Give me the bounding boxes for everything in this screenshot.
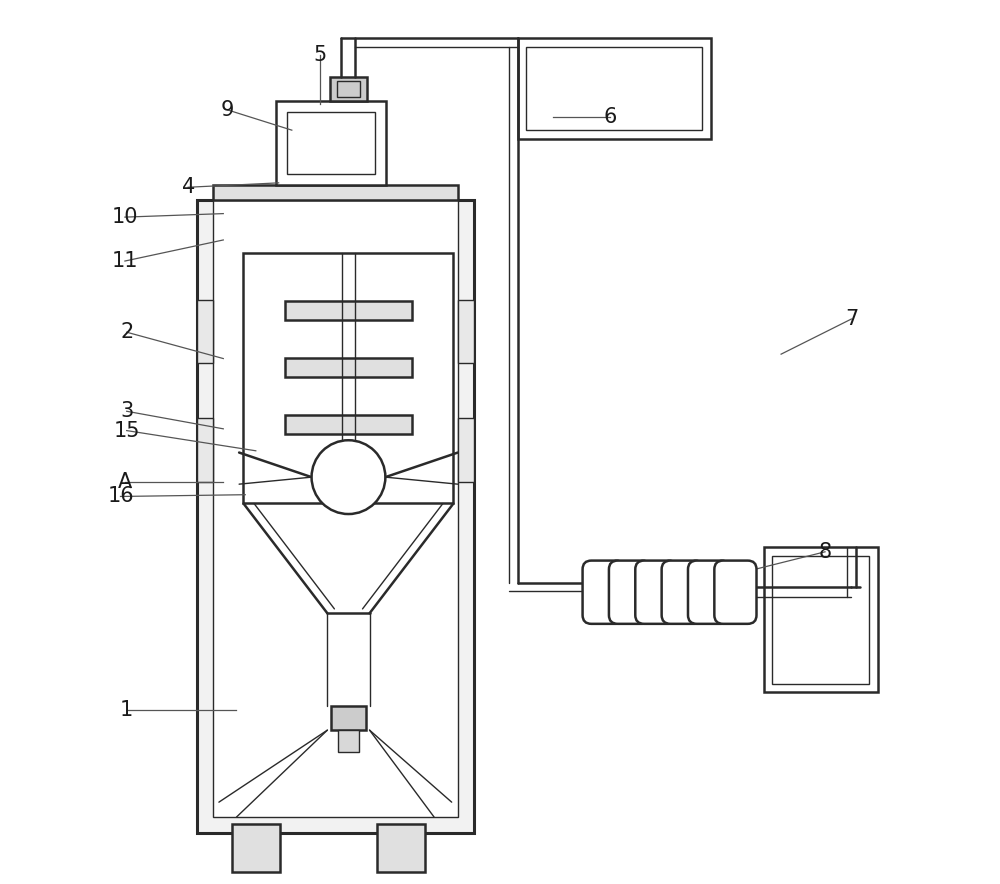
Text: 11: 11	[112, 251, 138, 271]
Text: 3: 3	[120, 401, 133, 422]
Bar	[285, 358, 412, 377]
Bar	[330, 77, 367, 101]
Bar	[232, 824, 280, 873]
FancyBboxPatch shape	[635, 560, 677, 624]
FancyBboxPatch shape	[688, 560, 730, 624]
FancyBboxPatch shape	[714, 560, 757, 624]
Text: 1: 1	[120, 700, 133, 720]
Bar	[331, 705, 366, 730]
Text: 15: 15	[113, 421, 140, 440]
FancyBboxPatch shape	[662, 560, 704, 624]
Text: 9: 9	[221, 100, 234, 120]
Bar	[197, 300, 213, 363]
Bar	[197, 418, 213, 482]
Bar	[772, 556, 869, 683]
Text: 2: 2	[120, 322, 133, 342]
Bar	[285, 415, 412, 434]
FancyBboxPatch shape	[609, 560, 651, 624]
Text: 4: 4	[182, 178, 195, 197]
Bar	[764, 547, 878, 692]
Text: 8: 8	[818, 542, 832, 562]
Bar	[287, 111, 375, 174]
Circle shape	[312, 440, 385, 514]
Text: 16: 16	[107, 486, 134, 507]
Bar	[338, 730, 359, 752]
Bar	[377, 824, 425, 873]
Bar	[213, 201, 458, 817]
Text: 6: 6	[603, 107, 616, 127]
Bar	[458, 418, 474, 482]
Text: A: A	[118, 471, 132, 492]
Bar	[337, 81, 360, 96]
Bar	[526, 47, 702, 130]
Bar	[518, 38, 711, 139]
Text: 5: 5	[313, 45, 327, 65]
Bar	[285, 301, 412, 320]
Text: 10: 10	[112, 207, 138, 227]
Bar	[213, 185, 458, 201]
Bar	[337, 466, 360, 489]
Bar	[243, 253, 453, 504]
Text: 7: 7	[845, 309, 858, 329]
FancyBboxPatch shape	[583, 560, 625, 624]
Bar	[276, 101, 386, 185]
Bar	[458, 300, 474, 363]
Bar	[197, 201, 474, 833]
